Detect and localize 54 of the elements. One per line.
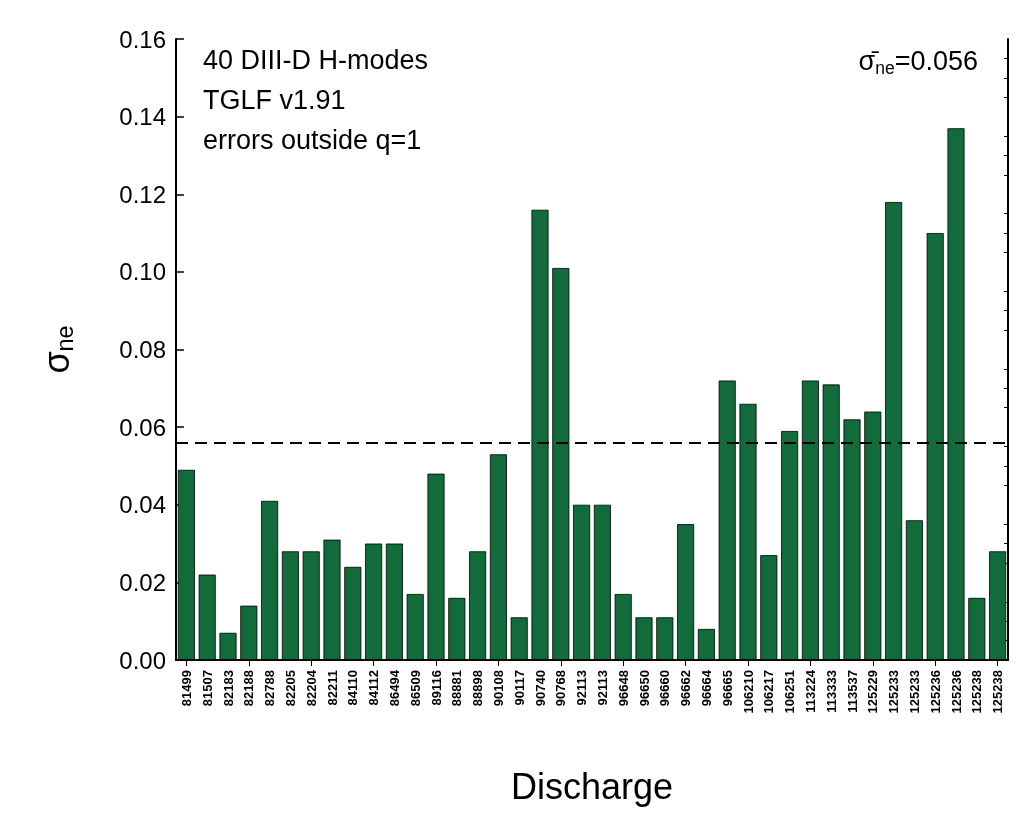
- x-tick-label: 125238: [969, 670, 985, 714]
- x-tick-label: 125233: [886, 670, 902, 714]
- x-tick-label: 84110: [345, 670, 361, 706]
- x-tick-label: 82788: [262, 670, 278, 707]
- x-tick-label: 90768: [553, 670, 569, 707]
- x-tick-label: 113333: [823, 670, 839, 713]
- x-tick-label: 88898: [470, 670, 486, 707]
- x-tick-label: 89116: [428, 670, 444, 706]
- x-tick-label: 92113: [574, 670, 590, 706]
- x-tick-label: 96648: [615, 670, 631, 707]
- x-tick-label: 96660: [657, 670, 673, 707]
- x-tick-label: 106251: [782, 670, 798, 714]
- x-tick-label: 90117: [511, 670, 527, 706]
- y-tick-label: 0.00: [119, 646, 166, 674]
- x-tick-label: 96662: [678, 670, 694, 707]
- x-tick-label: 96650: [636, 670, 652, 707]
- x-tick-label: 86509: [407, 670, 423, 707]
- x-tick-label: 125233: [906, 670, 922, 714]
- y-tick-label: 0.14: [119, 103, 166, 131]
- x-tick-label: 84112: [366, 670, 382, 706]
- x-tick-label: 82183: [220, 670, 236, 707]
- x-tick-label: 90740: [532, 670, 548, 707]
- x-tick-label: 82204: [303, 669, 319, 707]
- x-tick-label: 96665: [719, 670, 735, 707]
- x-tick-label: 92113: [594, 670, 610, 706]
- x-tick-label: 81507: [199, 670, 215, 707]
- x-tick-label: 82211: [324, 670, 340, 706]
- x-tick-label: 125236: [948, 670, 964, 714]
- y-tick-label: 0.06: [119, 413, 166, 441]
- annotation: errors outside q=1: [203, 124, 422, 155]
- x-tick-label: 82205: [282, 670, 298, 707]
- x-tick-label: 106210: [740, 670, 756, 714]
- y-tick-label: 0.12: [119, 180, 166, 208]
- x-tick-label: 81499: [178, 670, 194, 707]
- x-tick-label: 125238: [990, 670, 1006, 714]
- x-tick-label: 82188: [241, 670, 257, 707]
- y-tick-label: 0.04: [119, 491, 166, 519]
- y-tick-label: 0.10: [119, 258, 166, 286]
- annotation: TGLF v1.91: [203, 84, 346, 115]
- y-tick-label: 0.16: [119, 25, 166, 53]
- x-tick-label: 90108: [490, 670, 506, 707]
- x-axis-title: Discharge: [510, 765, 674, 807]
- x-tick-label: 125229: [865, 670, 881, 714]
- x-tick-label: 113224: [802, 669, 818, 713]
- x-tick-label: 113537: [844, 670, 860, 713]
- x-tick-label: 106217: [761, 670, 777, 714]
- x-tick-label: 96664: [698, 669, 714, 707]
- annotation: 40 DIII-D H-modes: [203, 44, 429, 75]
- y-tick-label: 0.08: [119, 336, 166, 363]
- x-tick-label: 88881: [449, 670, 465, 707]
- y-axis-title: σne: [35, 325, 78, 374]
- y-tick-label: 0.02: [119, 568, 166, 596]
- x-tick-label: 86494: [386, 669, 402, 707]
- x-tick-label: 125236: [927, 670, 943, 714]
